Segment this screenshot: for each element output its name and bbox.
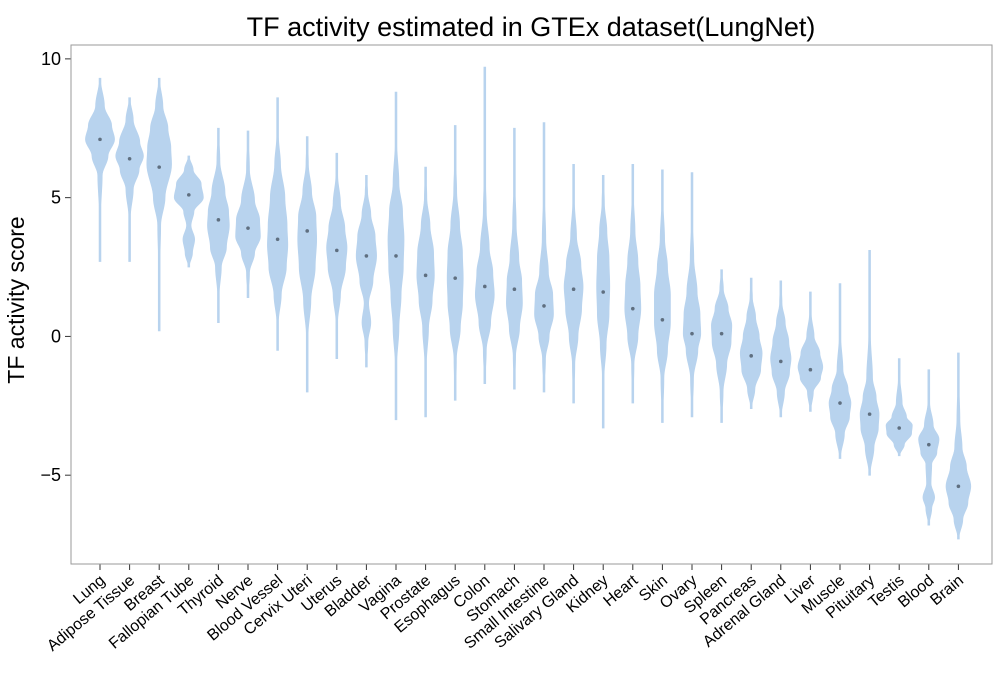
violin-prostate bbox=[416, 166, 435, 418]
median-point bbox=[187, 193, 191, 197]
median-point bbox=[897, 426, 901, 430]
y-axis: 10 5 0 −5 bbox=[40, 49, 71, 485]
violin-adipose-tissue bbox=[115, 97, 144, 262]
violin-pancreas bbox=[739, 277, 763, 409]
violin-thyroid bbox=[207, 127, 230, 323]
violin-bladder bbox=[355, 175, 377, 368]
median-point bbox=[364, 254, 369, 258]
y-tick-label: 5 bbox=[51, 188, 61, 208]
median-point bbox=[453, 276, 458, 280]
median-point bbox=[127, 156, 132, 161]
x-tick-label: Heart bbox=[600, 572, 641, 611]
violin-kidney bbox=[596, 175, 611, 429]
violin-colon bbox=[474, 66, 495, 384]
violin-adrenal-gland bbox=[770, 280, 792, 418]
violin-stomach bbox=[506, 127, 523, 390]
median-point bbox=[335, 248, 339, 253]
median-point bbox=[838, 401, 842, 405]
median-point bbox=[956, 484, 961, 489]
violin-fallopian-tube bbox=[173, 155, 204, 268]
violin-nerve bbox=[235, 130, 261, 298]
y-tick-label: −5 bbox=[40, 465, 61, 485]
violin-series bbox=[85, 66, 972, 540]
plot-frame bbox=[70, 44, 993, 565]
violin-blood bbox=[918, 369, 940, 526]
median-point bbox=[423, 273, 428, 278]
violin-blood-vessel bbox=[267, 97, 289, 351]
chart-title: TF activity estimated in GTEx dataset(Lu… bbox=[247, 12, 816, 42]
violin-testis bbox=[885, 358, 913, 457]
y-tick-label: 10 bbox=[41, 49, 61, 69]
violin-lung bbox=[85, 77, 115, 262]
violin-spleen bbox=[711, 269, 733, 423]
median-point bbox=[927, 442, 931, 447]
median-point bbox=[98, 137, 102, 142]
y-axis-label: TF activity score bbox=[3, 216, 29, 383]
median-point bbox=[719, 331, 724, 336]
violin-uterus bbox=[326, 152, 348, 360]
median-point bbox=[779, 359, 783, 364]
median-point bbox=[542, 304, 546, 308]
y-tick-label: 0 bbox=[51, 326, 61, 346]
median-point bbox=[660, 317, 665, 322]
violin-ovary bbox=[682, 172, 702, 418]
violin-liver bbox=[797, 291, 824, 412]
median-point bbox=[808, 367, 813, 372]
median-point bbox=[483, 284, 487, 289]
median-point bbox=[157, 165, 161, 169]
median-point bbox=[394, 254, 398, 258]
violin-cervix-uteri bbox=[297, 136, 318, 393]
violin-salivary-gland bbox=[563, 163, 584, 404]
violin-heart bbox=[624, 163, 642, 404]
median-point bbox=[216, 218, 221, 222]
violin-muscle bbox=[828, 283, 852, 459]
violin-brain bbox=[945, 352, 972, 540]
median-point bbox=[631, 306, 635, 311]
violin-small-intestine bbox=[534, 122, 554, 393]
median-point bbox=[749, 354, 753, 358]
median-point bbox=[512, 287, 517, 292]
median-point bbox=[571, 287, 576, 292]
median-point bbox=[601, 290, 605, 294]
violin-skin bbox=[654, 169, 671, 423]
median-point bbox=[275, 237, 280, 242]
median-point bbox=[305, 229, 310, 233]
median-point bbox=[246, 226, 250, 230]
violin-pituitary bbox=[859, 249, 880, 476]
median-point bbox=[867, 412, 872, 416]
x-tick-label: Brain bbox=[927, 572, 967, 609]
median-point bbox=[690, 331, 694, 336]
violin-esophagus bbox=[446, 125, 464, 401]
violin-breast bbox=[146, 77, 172, 332]
